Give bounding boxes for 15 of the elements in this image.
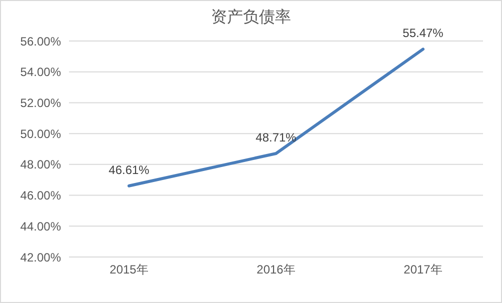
chart-title: 资产负债率 xyxy=(210,8,292,28)
y-tick-label: 54.00% xyxy=(20,65,62,80)
x-tick-label: 2015年 xyxy=(110,262,148,277)
y-tick-label: 50.00% xyxy=(20,126,62,141)
x-tick-label: 2016年 xyxy=(256,262,296,277)
data-label: 46.61% xyxy=(108,162,150,177)
y-tick-label: 52.00% xyxy=(20,96,62,110)
x-tick-label: 2017年 xyxy=(404,262,442,277)
y-tick-label: 42.00% xyxy=(20,250,62,264)
y-tick-label: 46.00% xyxy=(20,188,62,203)
y-tick-label: 48.00% xyxy=(20,158,62,172)
y-tick-label: 44.00% xyxy=(20,219,62,234)
y-tick-label: 56.00% xyxy=(20,34,62,48)
data-label: 55.47% xyxy=(402,26,444,40)
data-label: 48.71% xyxy=(256,130,297,144)
